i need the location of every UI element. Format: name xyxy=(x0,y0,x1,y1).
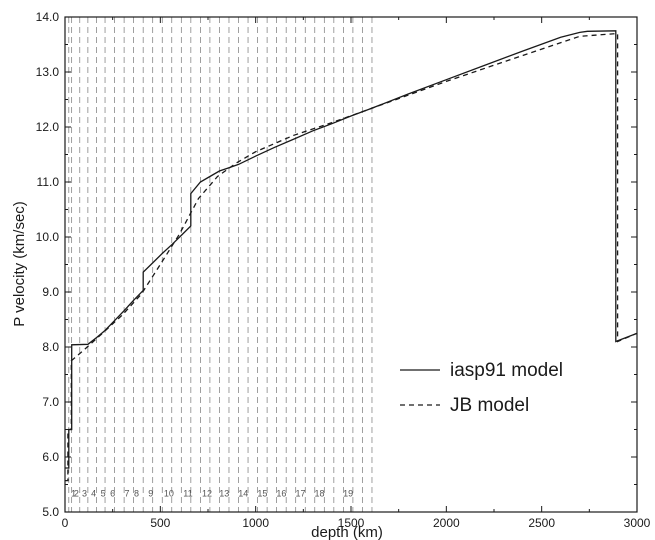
layer-number-label: 1 xyxy=(71,489,76,499)
legend-label-jb: JB model xyxy=(450,395,529,416)
y-axis-title: P velocity (km/sec) xyxy=(11,201,28,327)
x-tick-label: 500 xyxy=(150,516,170,530)
series-line-iasp91 xyxy=(65,30,638,469)
layer-number-label: 10 xyxy=(164,489,174,499)
layer-number-label: 15 xyxy=(257,489,267,499)
layer-number-labels: 12 3 4 5 6 7 8 9 10 11 12 13 14 15 16 17 18 19 xyxy=(71,489,353,499)
y-tick-label: 8.0 xyxy=(42,340,59,354)
layer-number-label: 11 xyxy=(183,489,192,499)
x-tick-label: 1500 xyxy=(338,516,365,530)
x-tick-label: 0 xyxy=(62,516,69,530)
layer-number-label: 19 xyxy=(343,489,353,499)
legend-label-iasp91: iasp91 model xyxy=(450,360,563,381)
y-tick-label: 7.0 xyxy=(42,395,59,409)
x-tick-label: 2000 xyxy=(433,516,460,530)
layer-number-label: 13 xyxy=(219,489,229,499)
y-tick-label: 9.0 xyxy=(42,285,59,299)
legend: iasp91 model JB model xyxy=(400,360,563,416)
layer-number-label: 16 xyxy=(276,489,286,499)
layer-number-label: 5 xyxy=(101,489,106,499)
layer-number-label: 8 xyxy=(134,489,139,499)
y-tick-label: 13.0 xyxy=(36,65,60,79)
x-tick-label: 2500 xyxy=(528,516,555,530)
y-tick-label: 5.0 xyxy=(42,505,59,519)
y-tick-label: 11.0 xyxy=(37,175,60,189)
layer-number-label: 9 xyxy=(148,489,153,499)
layer-number-label: 7 xyxy=(124,489,129,499)
layer-number-label: 4 xyxy=(91,489,96,499)
axis-ticks xyxy=(64,16,638,513)
series-line-jb xyxy=(65,32,638,482)
y-tick-label: 14.0 xyxy=(36,10,60,24)
x-tick-labels: 0 500 1000 1500 2000 2500 3000 xyxy=(62,516,651,530)
series-lines xyxy=(65,30,638,482)
layer-number-label: 6 xyxy=(110,489,115,499)
y-tick-label: 6.0 xyxy=(42,450,59,464)
x-axis-title: depth (km) xyxy=(311,524,383,540)
y-tick-label: 10.0 xyxy=(36,230,60,244)
y-tick-labels: 5.0 6.0 7.0 8.0 9.0 10.0 11.0 12.0 13.0 14.0 xyxy=(36,10,60,519)
x-tick-label: 3000 xyxy=(624,516,651,530)
layer-number-label: 14 xyxy=(238,489,248,499)
layer-number-label: 18 xyxy=(315,489,325,499)
x-tick-label: 1000 xyxy=(242,516,269,530)
layer-number-label: 17 xyxy=(295,489,305,499)
layer-number-label: 3 xyxy=(82,489,87,499)
layer-number-label: 2 xyxy=(74,489,79,499)
layer-boundary-lines xyxy=(68,17,373,512)
layer-number-label: 12 xyxy=(202,489,212,499)
y-tick-label: 12.0 xyxy=(36,120,60,134)
